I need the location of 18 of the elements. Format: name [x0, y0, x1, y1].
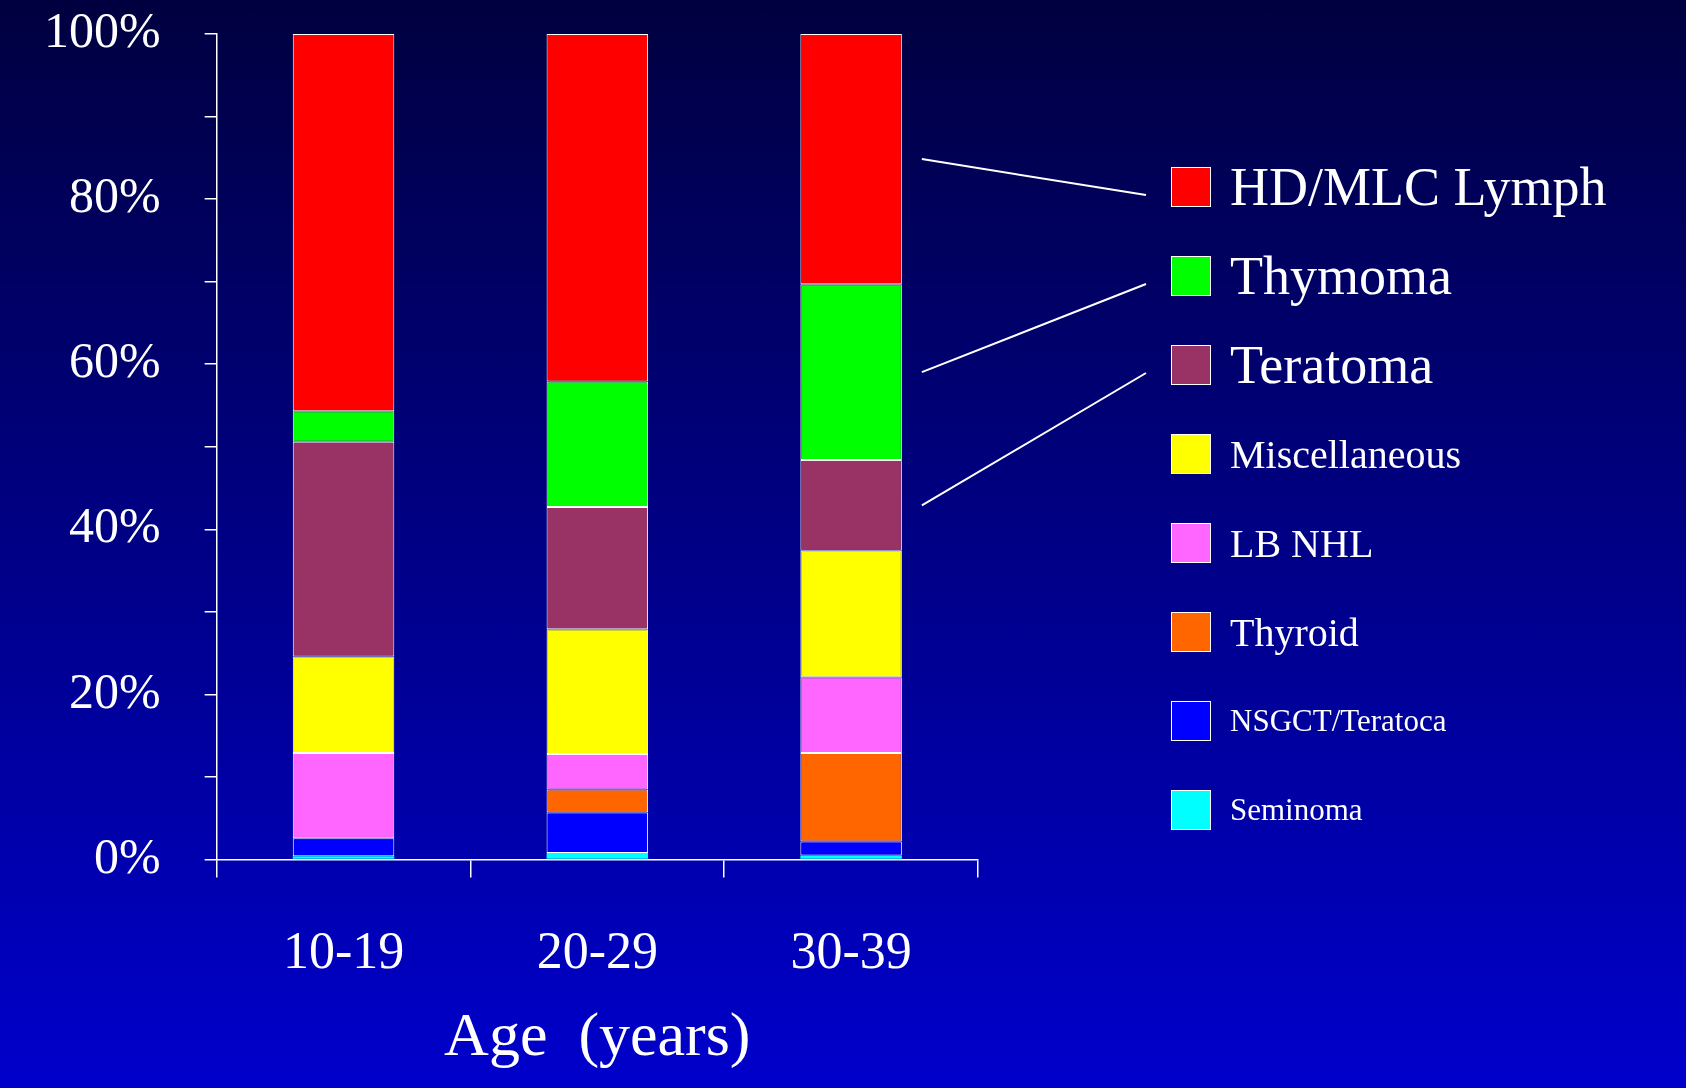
x-tick-label: 10-19: [282, 922, 405, 980]
legend-label: Thymoma: [1230, 245, 1452, 307]
legend-label: HD/MLC Lymph: [1230, 156, 1607, 218]
x-tick-label: 20-29: [536, 922, 658, 980]
y-tick-label: 40%: [68, 497, 161, 554]
y-tick-label: 60%: [68, 332, 161, 389]
y-tick-label: 80%: [68, 167, 161, 224]
x-tick-label: 30-39: [790, 922, 912, 980]
x-axis-title: Age (years): [444, 1000, 751, 1069]
y-tick-label: 20%: [68, 662, 161, 719]
y-tick-label: 0%: [93, 827, 161, 884]
legend-label: Teratoma: [1230, 334, 1434, 396]
legend-label: LB NHL: [1230, 519, 1374, 567]
legend-label: Miscellaneous: [1230, 430, 1462, 478]
legend-label: Seminoma: [1230, 792, 1363, 828]
y-tick-label: 100%: [43, 2, 161, 59]
legend-label: Thyroid: [1230, 608, 1359, 656]
legend-label: NSGCT/Teratoca: [1230, 703, 1447, 739]
